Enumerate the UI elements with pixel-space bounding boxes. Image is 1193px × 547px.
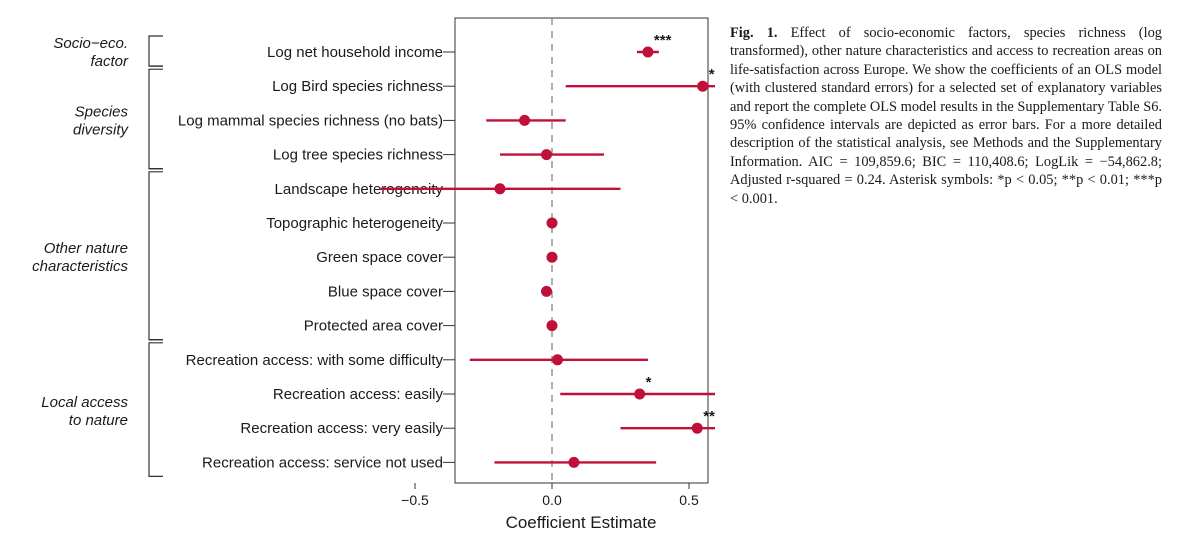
coefficient-point <box>691 422 703 434</box>
coefficient-point <box>546 251 558 263</box>
coefficient-point <box>541 149 553 161</box>
significance-stars: * <box>709 66 715 83</box>
coefficient-point <box>519 114 531 126</box>
significance-stars: * <box>646 374 652 391</box>
group-bracket <box>148 342 163 477</box>
variable-label: Protected area cover <box>304 318 443 335</box>
significance-stars: *** <box>654 32 672 49</box>
coefficient-point <box>494 183 506 195</box>
coefficient-point <box>642 46 654 58</box>
caption-text: Effect of socio-economic factors, specie… <box>730 25 1162 207</box>
plot-panel <box>454 17 709 484</box>
forest-plot: Log net household income *** Log Bird spec… <box>32 17 715 532</box>
variable-label: Log tree species richness <box>273 147 443 164</box>
x-tick-label: −0.5 <box>401 492 429 508</box>
group-bracket <box>148 68 163 170</box>
coefficient-point <box>546 217 558 229</box>
x-axis-title: Coefficient Estimate <box>506 513 657 532</box>
coefficient-point <box>634 388 646 400</box>
variable-label: Log mammal species richness (no bats) <box>178 112 443 129</box>
coefficient-point <box>546 320 558 332</box>
group-label: Species <box>75 103 129 120</box>
coefficient-point <box>697 80 709 92</box>
variable-label: Recreation access: with some difficulty <box>186 352 444 369</box>
variable-label: Topographic heterogeneity <box>266 215 443 232</box>
significance-stars: *** <box>703 408 715 425</box>
variable-label: Log net household income <box>267 44 443 61</box>
group-label: Local access <box>41 394 128 411</box>
variable-label: Blue space cover <box>328 283 443 300</box>
coefficient-point <box>551 354 563 366</box>
x-tick-label: 0.0 <box>542 492 562 508</box>
group-label: Socio−eco. <box>53 35 128 52</box>
variable-label: Green space cover <box>316 249 443 266</box>
variable-label: Recreation access: service not used <box>202 454 443 471</box>
group-label: to nature <box>69 412 128 429</box>
group-bracket <box>148 171 163 341</box>
coefficient-point <box>568 456 580 468</box>
x-tick-label: 0.5 <box>679 492 699 508</box>
variable-label: Recreation access: easily <box>273 386 444 403</box>
coefficient-point <box>541 285 553 297</box>
group-label: diversity <box>73 121 130 138</box>
variable-label: Landscape heterogeneity <box>275 181 444 198</box>
group-label: factor <box>90 53 129 70</box>
row-layer: Log net household income *** Log Bird spec… <box>178 32 715 471</box>
x-axis: −0.50.00.51.0 <box>401 483 699 508</box>
figure-caption: Fig. 1. Effect of socio-economic factors… <box>730 24 1162 208</box>
caption-label: Fig. 1. <box>730 25 778 41</box>
group-bracket <box>148 35 163 67</box>
group-label: Other nature <box>44 240 128 257</box>
variable-label: Log Bird species richness <box>272 78 443 95</box>
variable-label: Recreation access: very easily <box>240 420 443 437</box>
group-label: characteristics <box>32 258 128 275</box>
